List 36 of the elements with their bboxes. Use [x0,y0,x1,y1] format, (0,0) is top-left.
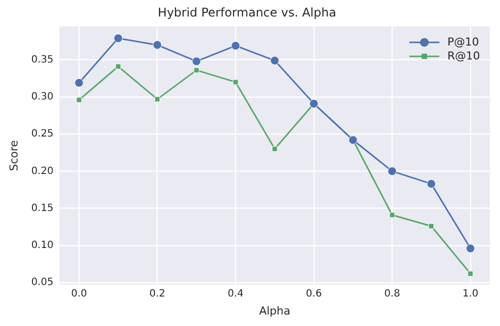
point [389,212,395,218]
x-tick-label: 1.0 [462,288,478,300]
y-tick-label: 0.20 [31,166,54,177]
point [192,56,201,66]
y-tick-label: 0.10 [31,240,54,252]
x-tick-label: 0.2 [149,288,166,300]
y-axis-title: Score [7,140,20,172]
point [466,244,475,253]
y-tick-label: 0.25 [31,128,54,140]
legend-label: R@10 [447,49,480,62]
y-tick-label: 0.05 [31,277,54,288]
point [426,179,436,188]
y-tick-label: 0.35 [31,54,54,66]
point [270,56,280,66]
y-tick-label: 0.15 [31,202,54,214]
point [115,64,121,70]
point [74,78,84,88]
y-tick-label: 0.30 [31,92,54,103]
point [428,223,434,229]
x-tick-label: 0.4 [228,288,244,300]
x-tick-label: 0.8 [384,288,400,300]
point [388,166,397,176]
x-axis-title: Alpha [259,304,290,318]
x-tick-label: 0.6 [306,288,322,300]
point [114,34,123,43]
point [468,270,474,276]
x-tick-label: 0.0 [71,288,87,300]
point [152,40,162,50]
point [154,96,160,102]
chart-title: Hybrid Performance vs. Alpha [158,5,336,20]
legend-label: P@10 [447,35,479,48]
point [272,146,278,152]
point [76,97,82,103]
point [194,67,200,74]
point [232,79,238,85]
point [231,41,240,50]
